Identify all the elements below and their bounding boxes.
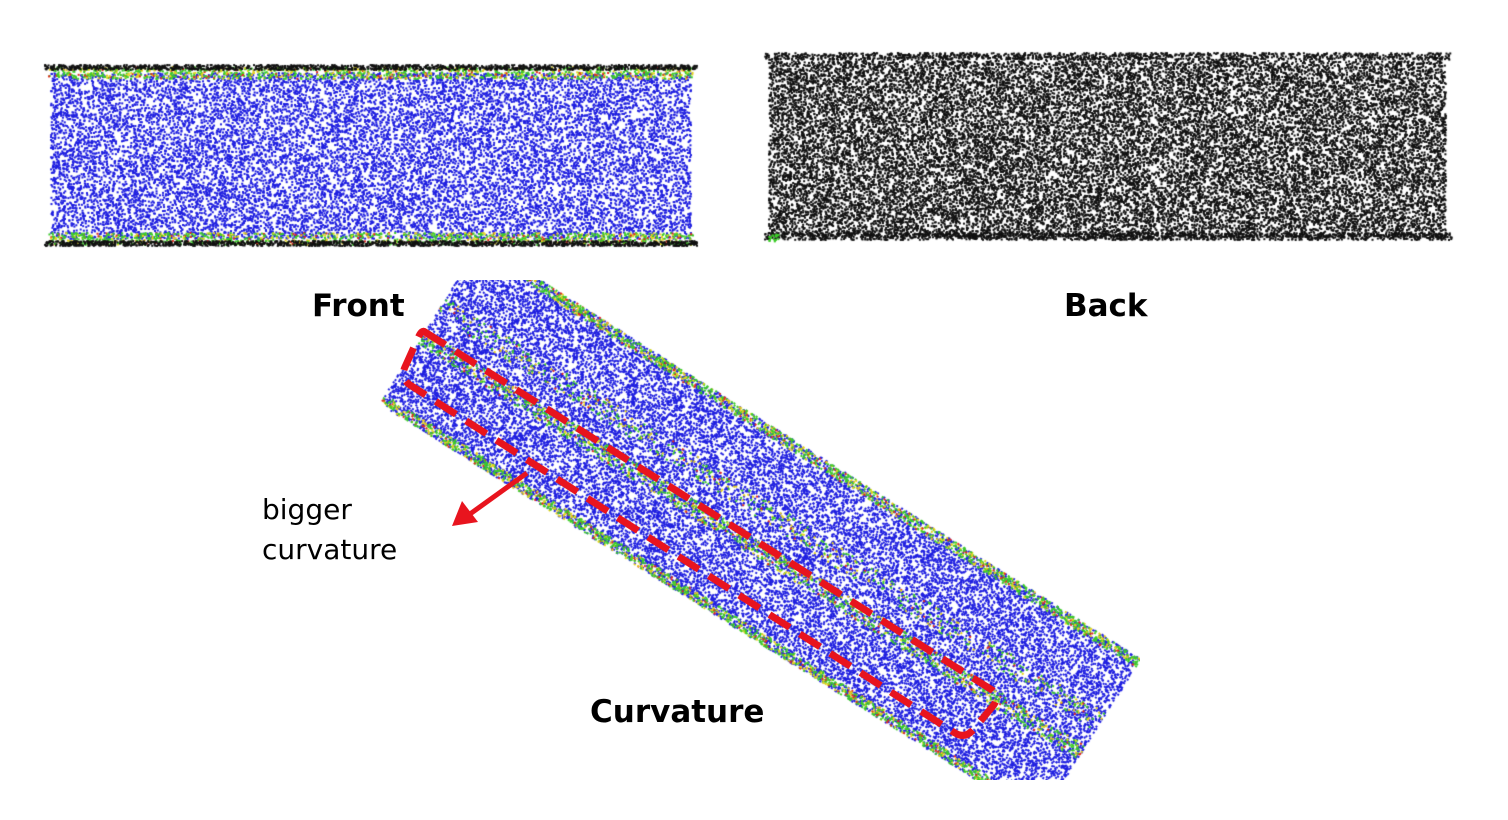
front-point-cloud bbox=[40, 58, 700, 254]
annotation-line-bigger: bigger bbox=[262, 493, 352, 526]
curvature-point-cloud bbox=[380, 280, 1140, 780]
front-label: Front bbox=[312, 288, 405, 324]
back-label: Back bbox=[1064, 288, 1148, 324]
back-point-cloud bbox=[760, 48, 1455, 248]
red-arrow-icon bbox=[452, 470, 529, 526]
dashed-box-icon bbox=[399, 327, 1000, 739]
curvature-label: Curvature bbox=[590, 694, 765, 730]
annotation-line-curvature: curvature bbox=[262, 533, 398, 566]
